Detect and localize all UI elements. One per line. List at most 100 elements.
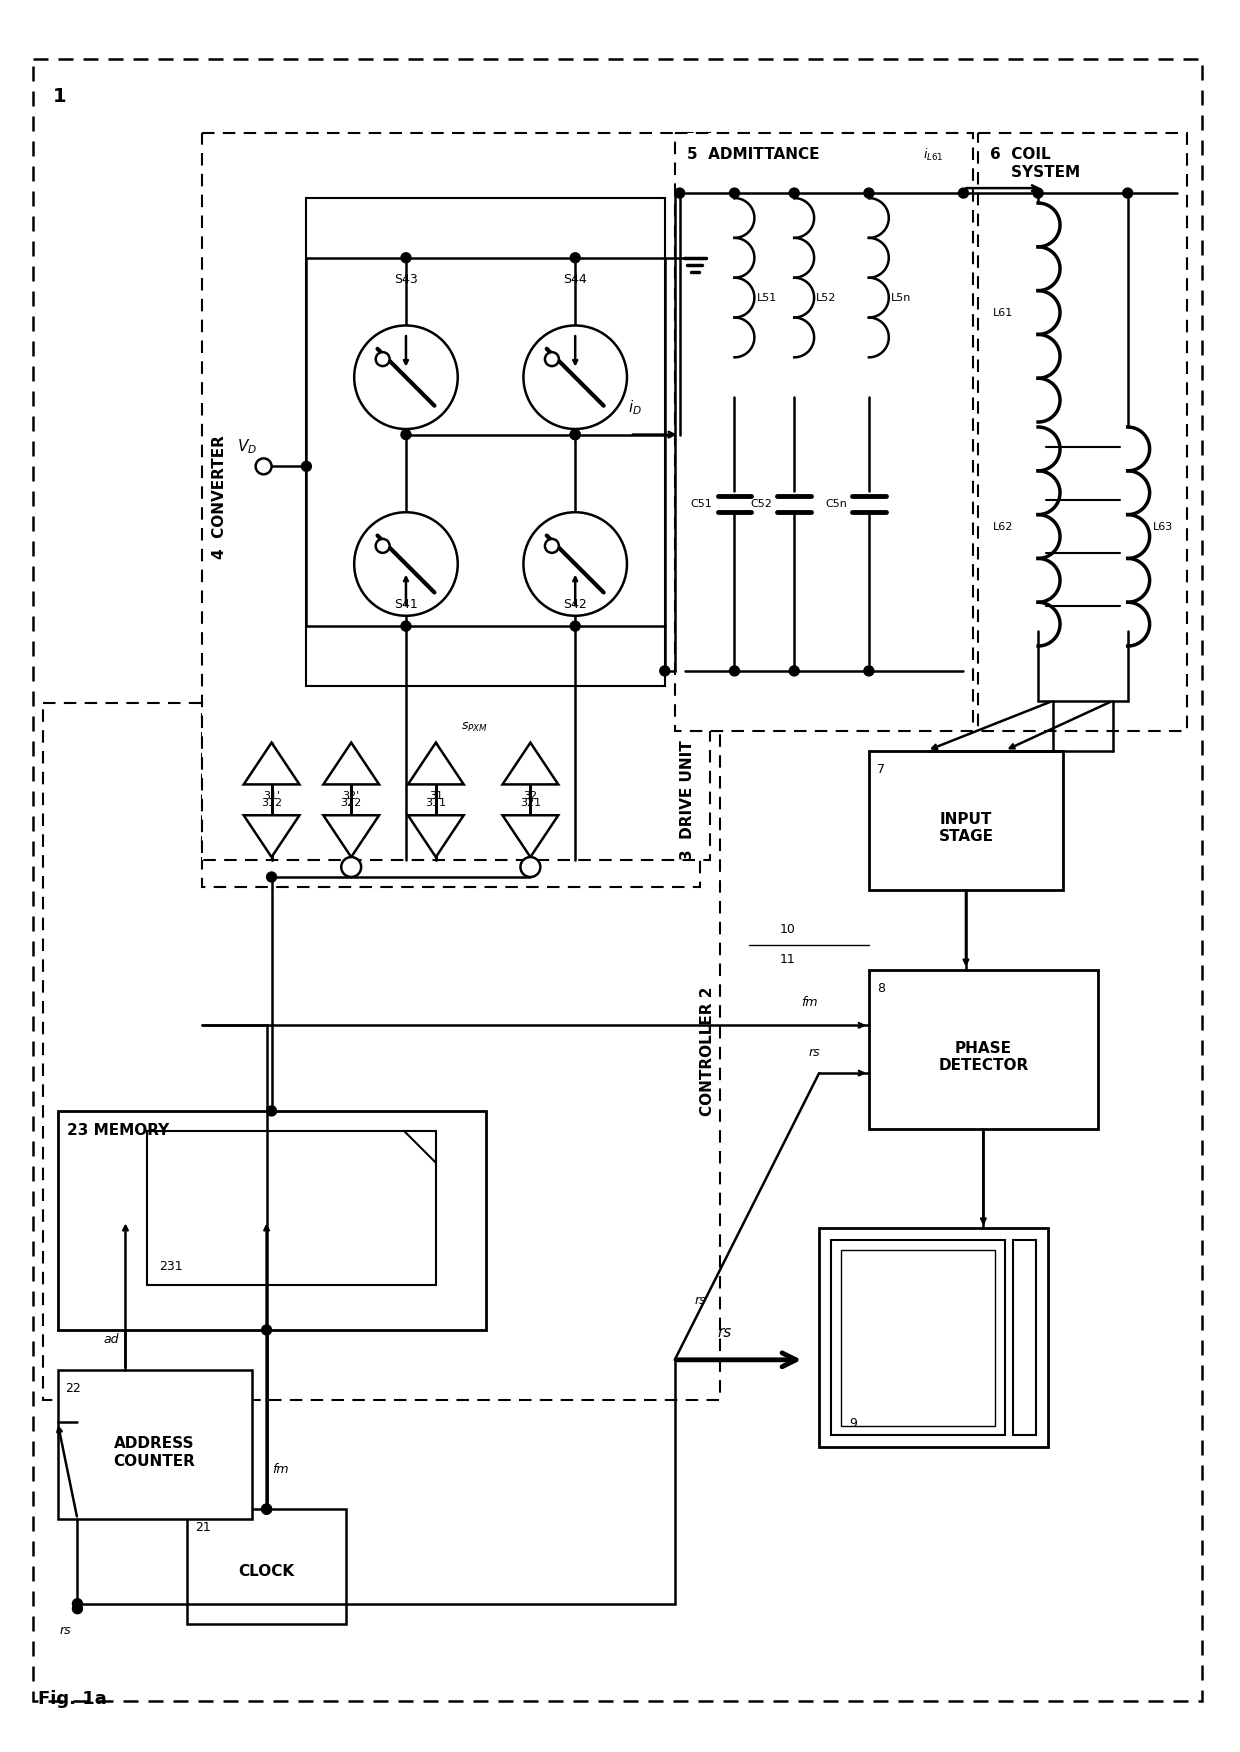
Text: rs: rs [808, 1046, 820, 1060]
Text: L61: L61 [993, 308, 1013, 317]
Circle shape [267, 872, 277, 881]
Text: 31': 31' [263, 792, 280, 801]
Text: C51: C51 [691, 499, 713, 508]
Text: 322: 322 [341, 799, 362, 808]
Polygon shape [244, 815, 299, 857]
Text: L5n: L5n [890, 293, 911, 303]
Text: 10: 10 [779, 923, 795, 936]
Text: fm: fm [801, 997, 817, 1009]
Text: C52: C52 [750, 499, 773, 508]
Circle shape [355, 512, 458, 615]
Text: ADDRESS
COUNTER: ADDRESS COUNTER [114, 1437, 196, 1468]
Text: rs: rs [60, 1624, 72, 1636]
Text: ad: ad [104, 1333, 119, 1347]
Circle shape [521, 857, 541, 878]
Circle shape [401, 622, 410, 631]
Polygon shape [408, 815, 464, 857]
Circle shape [675, 187, 684, 198]
Bar [869, 969, 1097, 1128]
Text: 22: 22 [66, 1382, 82, 1395]
Polygon shape [502, 743, 558, 785]
Circle shape [262, 1505, 272, 1514]
Circle shape [570, 429, 580, 440]
Circle shape [355, 326, 458, 429]
Bar [841, 1251, 996, 1426]
Circle shape [544, 540, 559, 554]
Circle shape [262, 1325, 272, 1335]
Text: 8: 8 [877, 981, 885, 995]
Circle shape [660, 666, 670, 676]
Text: $s_{PXM}$: $s_{PXM}$ [461, 720, 487, 734]
Text: 32': 32' [342, 792, 360, 801]
Text: rs: rs [694, 1293, 707, 1307]
Circle shape [789, 666, 800, 676]
Text: $i_{L61}$: $i_{L61}$ [924, 147, 944, 163]
Text: INPUT
STAGE: INPUT STAGE [939, 811, 993, 844]
Circle shape [376, 540, 389, 554]
Circle shape [401, 429, 410, 440]
Circle shape [544, 352, 559, 366]
Text: rs: rs [718, 1325, 732, 1340]
Text: PHASE
DETECTOR: PHASE DETECTOR [939, 1041, 1028, 1074]
Text: L52: L52 [816, 293, 837, 303]
Circle shape [864, 666, 874, 676]
Circle shape [729, 187, 739, 198]
Circle shape [376, 352, 389, 366]
Text: 9: 9 [849, 1417, 857, 1430]
Text: 7: 7 [877, 762, 885, 776]
Polygon shape [324, 743, 379, 785]
Bar [202, 133, 709, 860]
Text: 312: 312 [260, 799, 283, 808]
Circle shape [959, 187, 968, 198]
Text: fm: fm [273, 1463, 289, 1475]
Text: CLOCK: CLOCK [238, 1565, 295, 1579]
Circle shape [72, 1603, 82, 1614]
Circle shape [789, 187, 800, 198]
Text: S41: S41 [394, 597, 418, 611]
Text: 1: 1 [52, 86, 66, 105]
Text: 3  DRIVE UNIT: 3 DRIVE UNIT [681, 739, 696, 860]
Text: CONTROLLER 2: CONTROLLER 2 [701, 986, 715, 1116]
Text: L51: L51 [756, 293, 776, 303]
Circle shape [262, 1505, 272, 1514]
Bar [675, 133, 973, 731]
Text: 6  COIL
    SYSTEM: 6 COIL SYSTEM [991, 147, 1080, 180]
Bar [57, 1111, 486, 1330]
Text: Fig. 1a: Fig. 1a [37, 1691, 107, 1708]
Circle shape [341, 857, 361, 878]
Circle shape [72, 1600, 82, 1608]
Text: S43: S43 [394, 273, 418, 286]
Circle shape [301, 461, 311, 471]
Text: 31: 31 [429, 792, 443, 801]
Text: 21: 21 [195, 1521, 211, 1535]
Bar [148, 1130, 435, 1286]
Text: L63: L63 [1153, 522, 1173, 531]
Text: 321: 321 [520, 799, 541, 808]
Text: 23 MEMORY: 23 MEMORY [67, 1123, 170, 1137]
Text: 11: 11 [779, 953, 795, 965]
Bar [1013, 1240, 1037, 1435]
Bar [820, 1228, 1048, 1447]
Circle shape [401, 252, 410, 263]
Circle shape [523, 512, 627, 615]
Bar [57, 1370, 252, 1519]
Circle shape [729, 666, 739, 676]
Text: $V_D$: $V_D$ [237, 436, 257, 456]
Circle shape [267, 1106, 277, 1116]
Text: C5n: C5n [825, 499, 847, 508]
Text: 231: 231 [159, 1260, 182, 1274]
Circle shape [523, 326, 627, 429]
Bar [306, 198, 665, 685]
Bar [202, 713, 699, 887]
Polygon shape [324, 815, 379, 857]
Text: 32: 32 [523, 792, 537, 801]
Circle shape [570, 429, 580, 440]
Bar [978, 133, 1188, 731]
Text: 4  CONVERTER: 4 CONVERTER [212, 434, 227, 559]
Text: 5  ADMITTANCE: 5 ADMITTANCE [687, 147, 820, 163]
Circle shape [570, 252, 580, 263]
Circle shape [1122, 187, 1132, 198]
Circle shape [570, 622, 580, 631]
Text: 311: 311 [425, 799, 446, 808]
Bar [831, 1240, 1006, 1435]
